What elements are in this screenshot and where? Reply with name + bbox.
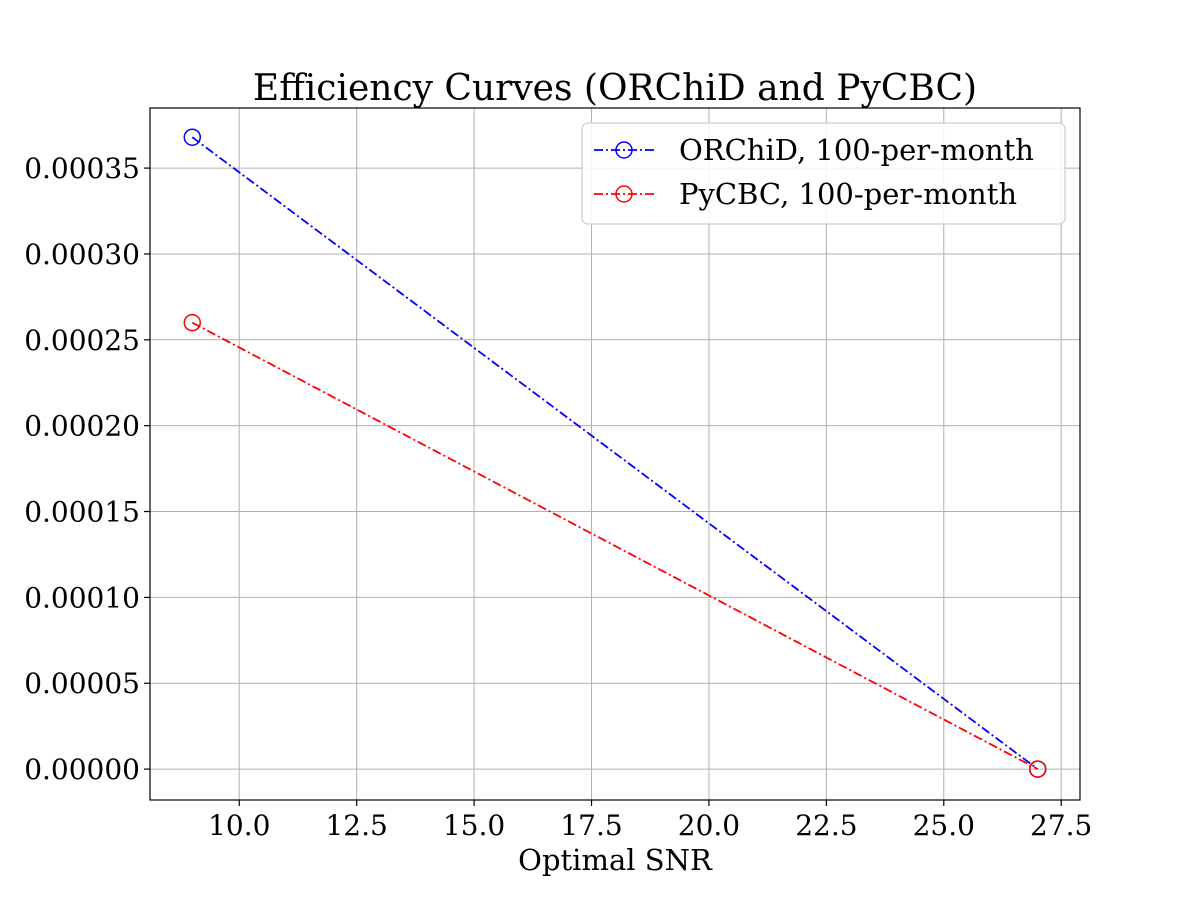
- chart-title: Efficiency Curves (ORChiD and PyCBC): [253, 68, 977, 109]
- y-tick-label: 0.00035: [24, 152, 140, 185]
- y-tick-label: 0.00005: [24, 667, 140, 700]
- data-point-pycbc-100-per-month: [1028, 760, 1047, 778]
- legend: ORChiD, 100-per-month PyCBC, 100-per-mont…: [581, 122, 1066, 225]
- y-tick-label: 0.00015: [24, 496, 140, 529]
- x-axis-label: Optimal SNR: [518, 843, 713, 877]
- x-tick-label: 27.5: [1030, 809, 1092, 842]
- x-tick-label: 22.5: [795, 809, 857, 842]
- legend-marker-pycbc-100-per-month: [615, 185, 633, 203]
- y-tick-label: 0.00000: [24, 753, 140, 786]
- y-axis-ticks: 0.00000 0.00005 0.00010 0.00015 0.00020 0.000…: [24, 152, 150, 786]
- y-tick-label: 0.00020: [24, 410, 140, 443]
- y-tick-label: 0.00010: [24, 581, 140, 614]
- legend-label-orchid-100-per-month: ORChiD, 100-per-month: [679, 133, 1034, 167]
- x-tick-label: 15.0: [443, 809, 505, 842]
- legend-marker-orchid-100-per-month: [615, 141, 633, 159]
- series-lines: [183, 128, 1047, 778]
- x-tick-label: 17.5: [560, 809, 622, 842]
- y-tick-label: 0.00025: [24, 324, 140, 357]
- x-axis-ticks: 10.0 12.5 15.0 17.5 20.0 22.5 25.0 27.5: [208, 800, 1092, 842]
- y-tick-label: 0.00030: [24, 238, 140, 271]
- legend-label-pycbc-100-per-month: PyCBC, 100-per-month: [679, 177, 1017, 211]
- series-line-pycbc-100-per-month: [191, 321, 1039, 770]
- x-tick-label: 20.0: [678, 809, 740, 842]
- x-tick-label: 25.0: [913, 809, 975, 842]
- legend-box: [581, 122, 1066, 225]
- data-point-orchid-100-per-month: [183, 128, 202, 146]
- series-line-orchid-100-per-month: [191, 136, 1039, 770]
- x-tick-label: 12.5: [325, 809, 387, 842]
- x-tick-label: 10.0: [208, 809, 270, 842]
- plot-frame: [149, 107, 1081, 801]
- data-point-pycbc-100-per-month: [183, 313, 202, 332]
